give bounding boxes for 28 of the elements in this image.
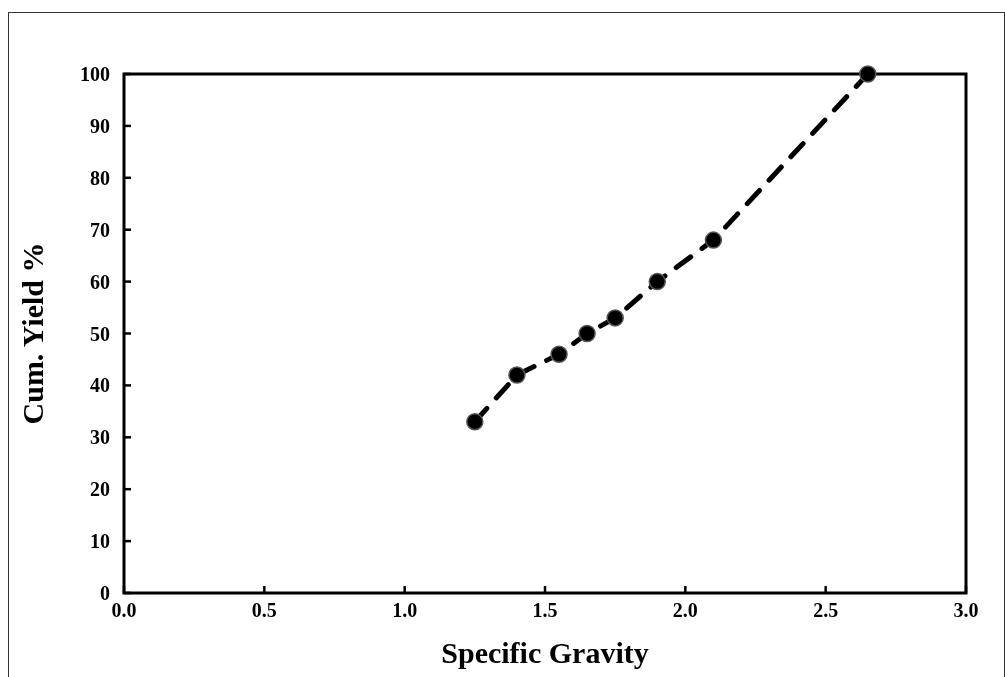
point	[550, 345, 568, 364]
y-tick-label: 50	[90, 322, 110, 345]
x-tick-label: 0.0	[111, 599, 137, 621]
y-tick-label: 60	[90, 270, 110, 293]
y-tick-label: 10	[90, 530, 110, 553]
point	[466, 412, 484, 431]
y-tick-label: 100	[80, 63, 110, 85]
y-axis-title: Cum. Yield %	[16, 242, 49, 425]
x-tick-label: 0.5	[251, 599, 277, 621]
y-tick-label: 70	[90, 218, 110, 241]
y-tick-label: 0	[100, 582, 110, 604]
x-tick-label: 3.0	[953, 599, 979, 621]
x-tick-label: 1.5	[532, 599, 558, 621]
point	[704, 231, 723, 249]
point	[606, 309, 624, 327]
y-tick-label: 90	[90, 114, 110, 137]
x-tick-label: 1.0	[392, 599, 418, 621]
point	[508, 366, 526, 384]
y-tick-label: 20	[90, 478, 110, 501]
x-tick-label: 2.5	[813, 599, 839, 621]
y-tick-label: 30	[90, 426, 110, 449]
y-tick-label: 80	[90, 166, 110, 189]
x-tick-label: 2.0	[672, 599, 698, 621]
point	[859, 65, 877, 83]
y-tick-label: 40	[90, 374, 110, 397]
point	[578, 324, 596, 343]
x-axis-title: Specific Gravity	[441, 636, 649, 669]
point	[648, 272, 667, 291]
